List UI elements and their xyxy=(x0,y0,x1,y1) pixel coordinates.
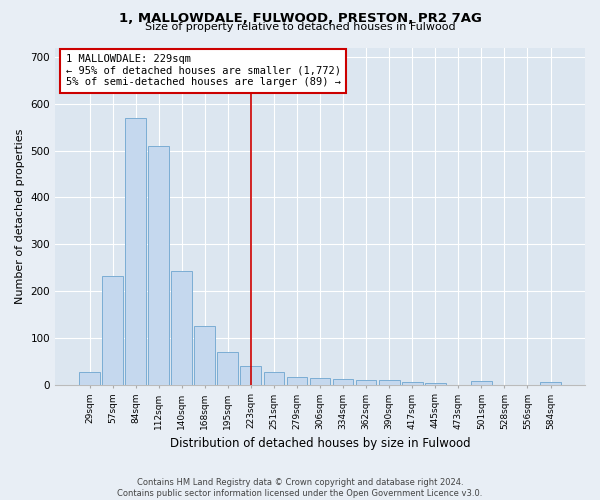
Bar xyxy=(194,326,215,384)
Bar xyxy=(102,276,123,384)
Bar xyxy=(125,118,146,384)
Y-axis label: Number of detached properties: Number of detached properties xyxy=(15,128,25,304)
Text: 1 MALLOWDALE: 229sqm
← 95% of detached houses are smaller (1,772)
5% of semi-det: 1 MALLOWDALE: 229sqm ← 95% of detached h… xyxy=(65,54,341,88)
Bar xyxy=(263,372,284,384)
Bar xyxy=(332,379,353,384)
Bar xyxy=(148,146,169,384)
Bar xyxy=(356,380,376,384)
Bar xyxy=(425,383,446,384)
Text: Contains HM Land Registry data © Crown copyright and database right 2024.
Contai: Contains HM Land Registry data © Crown c… xyxy=(118,478,482,498)
Text: Size of property relative to detached houses in Fulwood: Size of property relative to detached ho… xyxy=(145,22,455,32)
Bar xyxy=(379,380,400,384)
Bar xyxy=(402,382,422,384)
Bar xyxy=(172,272,192,384)
Bar xyxy=(540,382,561,384)
Bar xyxy=(471,381,492,384)
Bar xyxy=(241,366,261,384)
Bar xyxy=(79,372,100,384)
X-axis label: Distribution of detached houses by size in Fulwood: Distribution of detached houses by size … xyxy=(170,437,470,450)
Bar xyxy=(287,377,307,384)
Bar xyxy=(310,378,331,384)
Text: 1, MALLOWDALE, FULWOOD, PRESTON, PR2 7AG: 1, MALLOWDALE, FULWOOD, PRESTON, PR2 7AG xyxy=(119,12,481,26)
Bar xyxy=(217,352,238,384)
